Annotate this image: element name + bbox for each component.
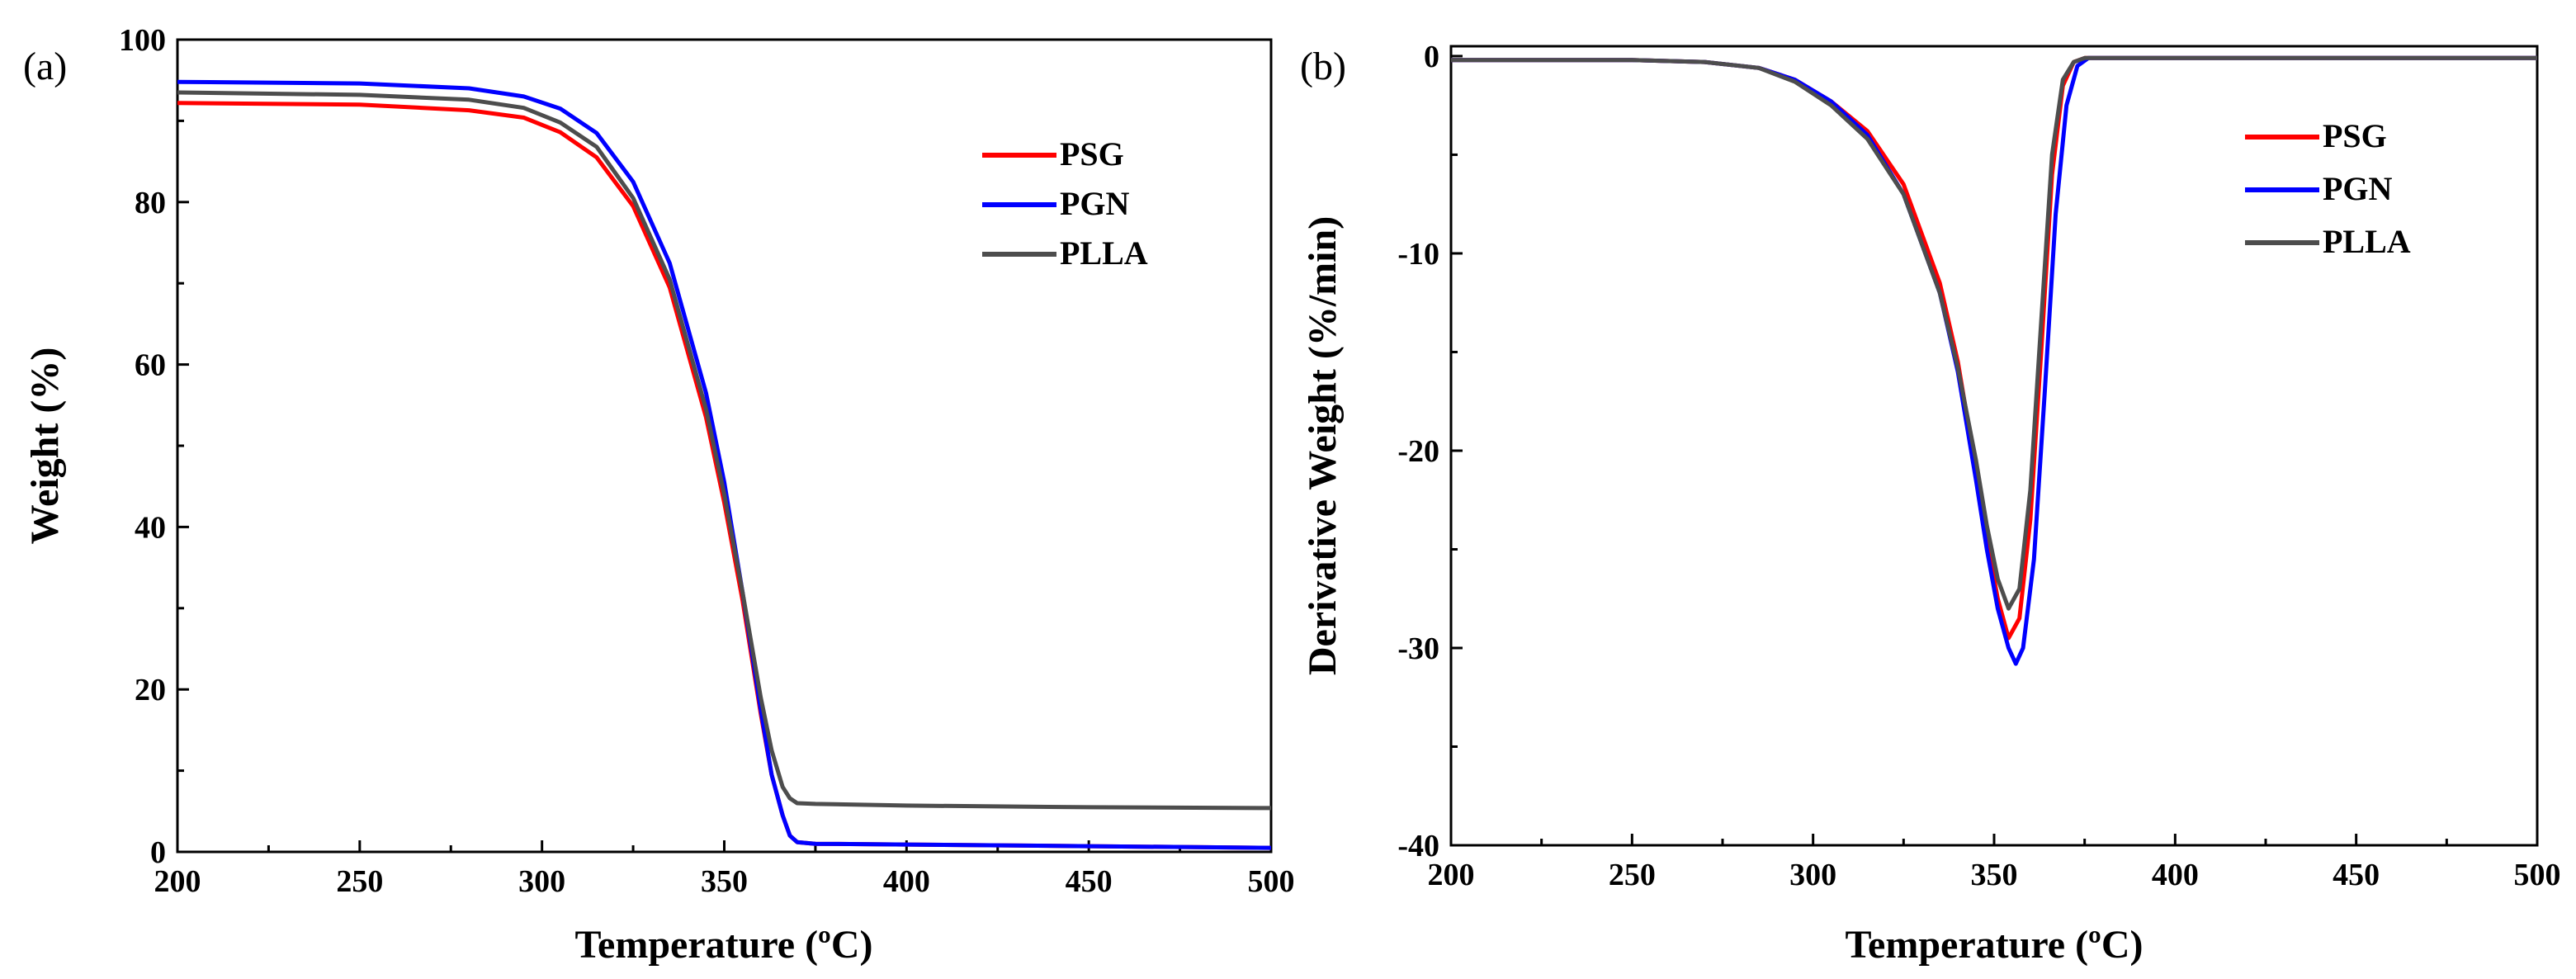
y-tick-label: -30 [1397, 631, 1439, 666]
x-axis-title-a: Temperature (ºC) [574, 923, 872, 967]
legend-label-psg: PSG [1060, 135, 1124, 173]
x-tick-label: 450 [1066, 864, 1113, 899]
plot-frame-b [1449, 45, 2539, 847]
y-tick-label: 0 [150, 835, 166, 870]
chart-panel-a: (a) 200 250 300 350 400 450 500 0 20 40 60 80 100 Te… [23, 23, 1295, 967]
y-tick-label: -10 [1397, 237, 1439, 272]
legend-b: PSG PGN PLLA [2245, 117, 2411, 260]
x-tick-label: 250 [336, 864, 383, 899]
x-tick-label: 400 [883, 864, 930, 899]
series-lines-b [1451, 55, 2537, 666]
series-line-plla [177, 90, 1271, 811]
legend-label-plla: PLLA [2323, 223, 2411, 260]
legend-label-pgn: PGN [1060, 185, 1130, 222]
y-tick-label: 80 [135, 186, 166, 220]
panel-label-b: (b) [1300, 45, 1346, 88]
legend-label-psg: PSG [2323, 117, 2387, 154]
ticks-a: 200 250 300 350 400 450 500 0 20 40 60 80 100 [119, 23, 1295, 899]
ticks-b: 200 250 300 350 400 450 500 -40 -30 -20 -10 0 [1397, 40, 2560, 892]
legend-a: PSG PGN PLLA [982, 135, 1148, 272]
legend-label-pgn: PGN [2323, 170, 2393, 207]
panel-label-a: (a) [23, 45, 67, 88]
x-tick-label: 500 [2514, 858, 2561, 892]
x-tick-label: 350 [701, 864, 748, 899]
x-tick-label: 350 [1971, 858, 2018, 892]
y-tick-label: -20 [1397, 434, 1439, 469]
y-tick-label: 60 [135, 348, 166, 383]
x-tick-label: 200 [1428, 858, 1475, 892]
y-tick-label: 100 [119, 23, 166, 58]
y-tick-label: 20 [135, 673, 166, 707]
chart-panel-b: (b) 200 250 300 350 400 450 500 -40 -30 -20 -10 0 T… [1300, 40, 2561, 967]
y-tick-label: 0 [1424, 40, 1439, 74]
x-tick-label: 250 [1609, 858, 1656, 892]
series-line-plla [1451, 55, 2537, 611]
x-tick-label: 450 [2333, 858, 2380, 892]
x-axis-title-b: Temperature (ºC) [1845, 923, 2143, 967]
series-lines-a [177, 79, 1271, 850]
y-tick-label: -40 [1397, 829, 1439, 863]
y-axis-title-b: Derivative Weight (%/min) [1301, 216, 1345, 675]
x-tick-label: 500 [1248, 864, 1295, 899]
legend-label-plla: PLLA [1060, 234, 1148, 272]
x-tick-label: 400 [2152, 858, 2199, 892]
x-tick-label: 300 [518, 864, 565, 899]
y-axis-title-a: Weight (%) [23, 348, 67, 545]
y-tick-label: 40 [135, 510, 166, 545]
x-tick-label: 200 [154, 864, 201, 899]
x-tick-label: 300 [1789, 858, 1836, 892]
